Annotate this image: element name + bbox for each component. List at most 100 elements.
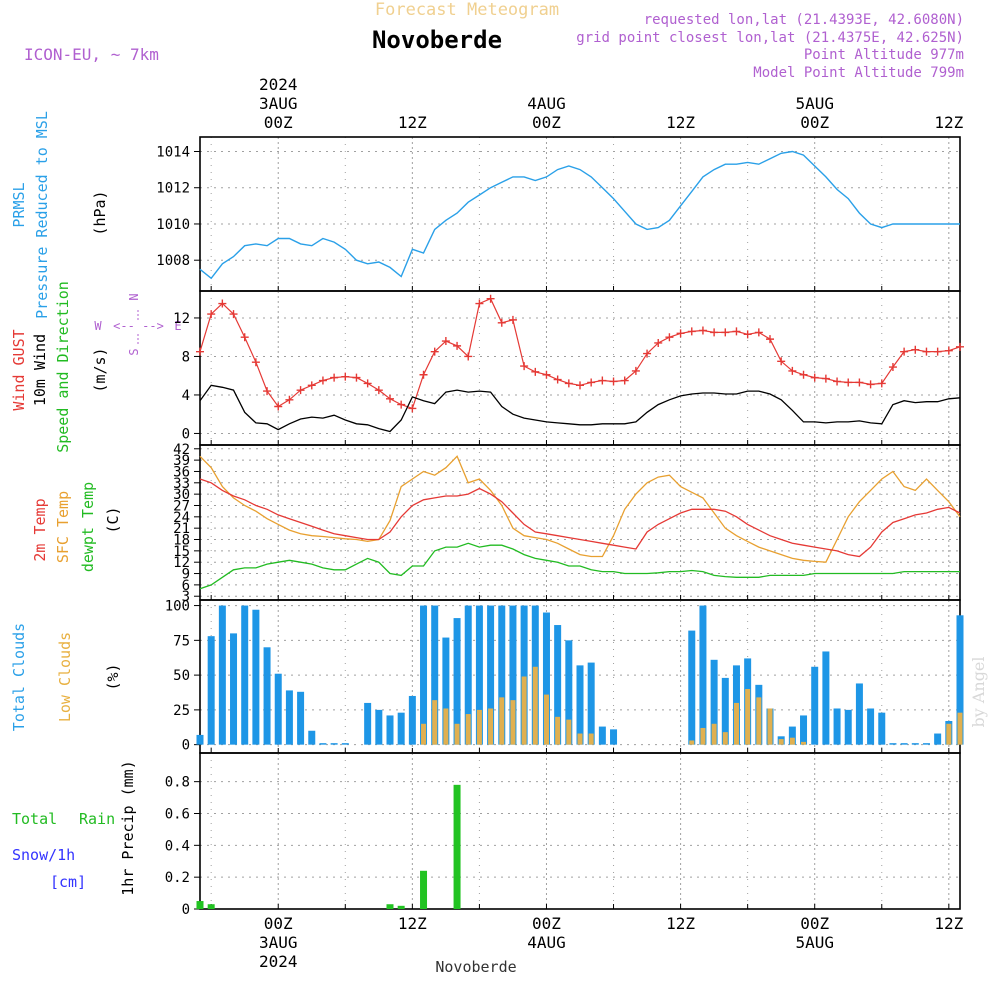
y-tick-label: 18 xyxy=(173,533,190,549)
cloud-total-bar xyxy=(241,605,249,745)
gust-marker xyxy=(464,352,473,361)
gust-marker xyxy=(520,362,529,371)
gust-marker xyxy=(844,378,853,387)
gust-marker xyxy=(877,379,886,388)
cloud-total-bar xyxy=(453,618,461,745)
label-dewpt-temp: dewpt Temp xyxy=(79,482,97,572)
cloud-total-bar xyxy=(509,605,517,745)
cloud-total-bar xyxy=(408,695,416,745)
gust-marker xyxy=(698,326,707,335)
cloud-total-bar xyxy=(900,743,908,745)
rain-bar xyxy=(397,905,405,909)
gust-marker xyxy=(430,347,439,356)
label-snow: Snow/1h xyxy=(12,846,75,864)
cloud-low-bar xyxy=(510,700,516,745)
y-tick-label: 39 xyxy=(173,453,190,469)
gust-marker xyxy=(318,376,327,385)
cloud-low-bar xyxy=(588,733,594,745)
gust-marker xyxy=(631,366,640,375)
cloud-total-bar xyxy=(498,605,506,745)
bottom-time-label: 12Z xyxy=(934,914,963,933)
gust-marker xyxy=(933,347,942,356)
cloud-low-bar xyxy=(465,714,471,745)
precip-series xyxy=(196,784,461,909)
y-tick-label: 9 xyxy=(182,567,190,583)
top-time-label: 00Z xyxy=(800,113,829,132)
gust-marker xyxy=(307,381,316,390)
gust-marker xyxy=(620,376,629,385)
gust-marker xyxy=(665,333,674,342)
y-tick-label: 42 xyxy=(173,442,190,458)
label-total-clouds: Total Clouds xyxy=(10,623,28,731)
cloud-total-bar xyxy=(822,651,830,745)
cloud-total-bar xyxy=(688,630,696,745)
footer-location: Novoberde xyxy=(435,958,516,976)
gust-marker xyxy=(374,386,383,395)
y-tick-label: 27 xyxy=(173,498,190,514)
label-2m-temp: 2m Temp xyxy=(31,498,49,561)
cloud-total-bar xyxy=(610,729,618,745)
gust-marker xyxy=(341,372,350,381)
cloud-total-bar xyxy=(218,605,226,745)
gust-marker xyxy=(363,379,372,388)
cloud-total-bar xyxy=(230,633,238,745)
gust-marker xyxy=(508,315,517,324)
gust-marker xyxy=(810,373,819,382)
cloud-low-bar xyxy=(443,708,449,745)
y-tick-label: 30 xyxy=(173,487,190,503)
y-tick-label: 8 xyxy=(182,349,190,365)
cloud-total-bar xyxy=(956,615,964,745)
cloud-total-bar xyxy=(442,637,450,745)
cloud-total-bar xyxy=(263,647,271,745)
y-tick-label: 1008 xyxy=(156,253,190,269)
cloud-total-bar xyxy=(308,730,316,745)
gust-marker xyxy=(229,310,238,319)
wind-series xyxy=(196,294,964,433)
label-wind-gust: Wind GUST xyxy=(10,329,28,410)
gust-marker xyxy=(419,370,428,379)
y-tick-label: 0.4 xyxy=(165,838,190,854)
cloud-low-bar xyxy=(722,732,728,745)
cloud-low-bar xyxy=(756,697,762,745)
gust-marker xyxy=(576,381,584,390)
cloud-total-bar xyxy=(420,605,428,745)
cloud-low-bar xyxy=(532,666,538,745)
panel-frame xyxy=(199,752,961,910)
bottom-time-label: 12Z xyxy=(398,914,427,933)
cloud-total-bar xyxy=(710,659,718,745)
gust-marker xyxy=(497,318,506,327)
cloud-total-bar xyxy=(475,605,483,745)
cloud-low-bar xyxy=(454,723,460,745)
top-time-label: 5AUG xyxy=(795,94,834,113)
header: Forecast Meteogram Novoberde ICON-EU, ~ … xyxy=(24,0,964,81)
bottom-time-label: 00Z xyxy=(532,914,561,933)
cloud-low-bar xyxy=(689,740,695,745)
gust-marker xyxy=(542,370,551,379)
info-line-model-altitude: Model Point Altitude 799m xyxy=(753,65,964,81)
label-speed-direction: Speed and Direction xyxy=(54,281,72,453)
gust-marker xyxy=(330,373,339,382)
cloud-total-bar xyxy=(788,726,796,745)
y-tick-label: 12 xyxy=(173,311,190,327)
cloud-low-bar xyxy=(745,689,751,745)
label-percent: (%) xyxy=(104,663,122,690)
bottom-time-label: 00Z xyxy=(800,914,829,933)
cloud-low-bar xyxy=(767,708,773,745)
info-line-requested: requested lon,lat (21.4393E, 42.6080N) xyxy=(644,12,964,28)
cloud-low-bar xyxy=(789,737,795,745)
gust-marker xyxy=(654,338,663,347)
y-tick-label: 0.6 xyxy=(165,806,190,822)
compass-right-arrow: --> xyxy=(142,319,164,333)
label-prmsl: PRMSL xyxy=(10,182,28,227)
cloud-total-bar xyxy=(587,662,595,745)
compass-left-arrow: <-- xyxy=(113,319,135,333)
gust-marker xyxy=(441,337,450,346)
cloud-low-bar xyxy=(778,739,784,745)
label-low-clouds: Low Clouds xyxy=(56,632,74,722)
cloud-total-bar xyxy=(464,605,472,745)
gust-marker xyxy=(676,329,685,338)
gust-marker xyxy=(251,358,260,367)
cloud-total-bar xyxy=(252,609,260,745)
cloud-total-bar xyxy=(364,702,372,745)
